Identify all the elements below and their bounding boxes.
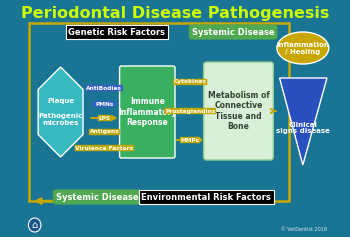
Ellipse shape <box>28 218 41 232</box>
Polygon shape <box>280 78 327 165</box>
Text: Environmental Risk Factors: Environmental Risk Factors <box>141 192 271 201</box>
Text: Metabolism of
Connective
Tissue and
Bone: Metabolism of Connective Tissue and Bone <box>208 91 270 131</box>
Text: Antigens: Antigens <box>90 129 119 135</box>
Ellipse shape <box>277 32 329 64</box>
Text: © VetDentist 2018: © VetDentist 2018 <box>281 227 327 232</box>
Text: Periodontal Disease Pathogenesis: Periodontal Disease Pathogenesis <box>21 5 329 20</box>
Text: Virulence Factors: Virulence Factors <box>75 146 133 150</box>
Polygon shape <box>38 67 83 157</box>
Text: Inflammation
/ Healing: Inflammation / Healing <box>276 41 329 55</box>
Text: LPS: LPS <box>98 115 110 120</box>
Text: Prostaglandins: Prostaglandins <box>165 109 215 114</box>
Text: PMNs: PMNs <box>95 101 113 106</box>
Text: Cytokines: Cytokines <box>174 79 206 85</box>
FancyBboxPatch shape <box>204 62 273 160</box>
Text: MMPs: MMPs <box>181 137 200 142</box>
Text: Systemic Disease: Systemic Disease <box>56 192 139 201</box>
Text: Systemic Disease: Systemic Disease <box>192 27 274 36</box>
FancyBboxPatch shape <box>120 66 175 158</box>
Text: ⌂: ⌂ <box>32 220 38 230</box>
Text: Immune
Inflammatory
Response: Immune Inflammatory Response <box>118 97 176 127</box>
Text: Genetic Risk Factors: Genetic Risk Factors <box>68 27 166 36</box>
Text: AntiBodies: AntiBodies <box>86 86 122 91</box>
Text: Clinical
signs disease: Clinical signs disease <box>276 122 330 135</box>
Text: Plaque

Pathogenic
microbes: Plaque Pathogenic microbes <box>38 99 83 126</box>
